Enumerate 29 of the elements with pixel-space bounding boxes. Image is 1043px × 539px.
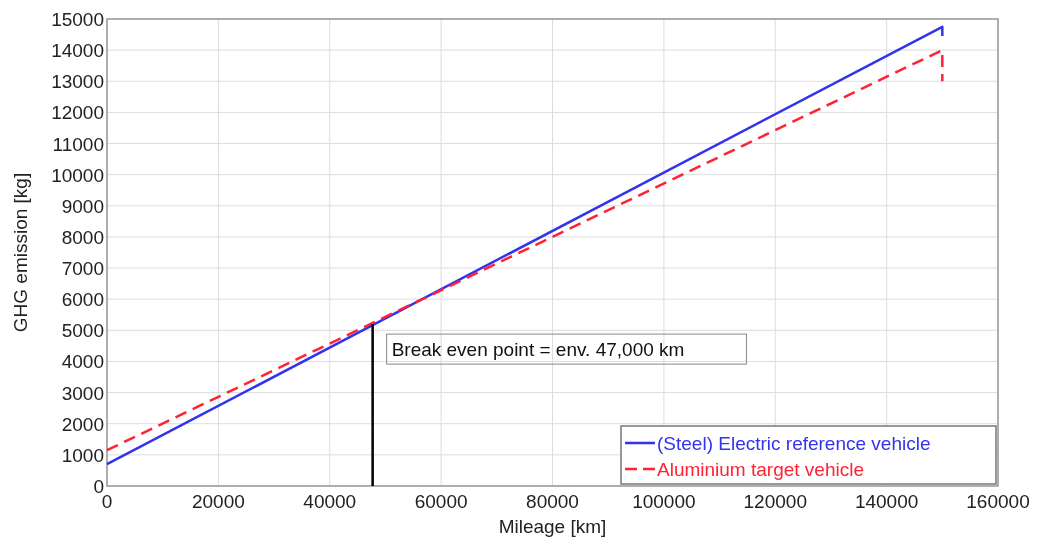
legend-label: (Steel) Electric reference vehicle xyxy=(657,433,931,454)
x-tick-label: 60000 xyxy=(414,491,468,512)
y-tick-label: 13000 xyxy=(51,71,104,93)
y-tick-label: 3000 xyxy=(61,382,104,404)
x-tick-label: 40000 xyxy=(303,491,357,512)
y-tick-label: 10000 xyxy=(51,164,104,186)
y-tick-label: 5000 xyxy=(61,320,104,342)
legend-label: Aluminium target vehicle xyxy=(657,459,864,480)
annotation: Break even point = env. 47,000 km xyxy=(391,339,685,361)
y-tick-label: 9000 xyxy=(61,195,104,217)
x-tick-label: 140000 xyxy=(854,491,919,512)
y-tick-label: 11000 xyxy=(52,133,104,155)
x-tick-label: 100000 xyxy=(632,491,696,512)
x-axis-title: Mileage [km] xyxy=(498,516,607,537)
y-tick-label: 4000 xyxy=(61,351,104,373)
y-axis-title: GHG emission [kg] xyxy=(10,172,31,333)
y-tick-label: 14000 xyxy=(51,40,104,62)
y-tick-label: 2000 xyxy=(61,413,104,435)
y-tick-label: 12000 xyxy=(51,102,104,124)
x-tick-label: 160000 xyxy=(966,491,1030,512)
y-tick-label: 6000 xyxy=(61,289,104,311)
y-tick-label: 8000 xyxy=(61,226,104,248)
y-tick-label: 7000 xyxy=(61,258,104,280)
y-tick-label: 1000 xyxy=(61,444,104,466)
x-tick-label: 80000 xyxy=(526,491,579,512)
y-tick-label: 0 xyxy=(93,476,104,497)
x-tick-label: 120000 xyxy=(743,491,807,512)
x-tick-label: 20000 xyxy=(191,491,245,512)
y-tick-label: 15000 xyxy=(51,9,104,30)
